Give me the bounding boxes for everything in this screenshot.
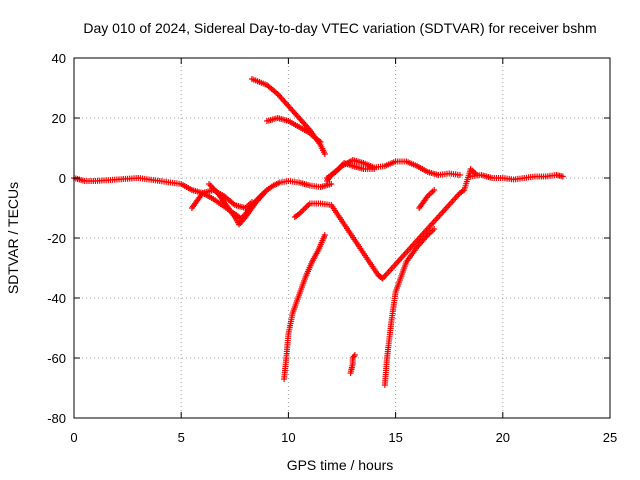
data-point: [328, 181, 335, 187]
data-point: [559, 173, 566, 180]
x-tick-label: 15: [388, 430, 402, 445]
data-point: [456, 172, 463, 178]
y-tick-label: -80: [47, 411, 66, 426]
data-point: [248, 199, 255, 205]
x-tick-label: 20: [496, 430, 510, 445]
y-tick-label: 40: [52, 51, 66, 66]
x-axis-label: GPS time / hours: [287, 457, 394, 473]
x-tick-label: 5: [178, 430, 185, 445]
chart-title: Day 010 of 2024, Sidereal Day-to-day VTE…: [83, 20, 596, 36]
data-point: [263, 187, 270, 193]
y-tick-label: -20: [47, 231, 66, 246]
y-tick-label: 0: [59, 171, 66, 186]
x-tick-label: 25: [603, 430, 617, 445]
y-tick-label: -40: [47, 291, 66, 306]
data-points: [71, 76, 566, 388]
data-point: [317, 139, 324, 145]
data-point: [431, 226, 438, 232]
y-axis-label: SDTVAR / TECUs: [5, 182, 21, 294]
axis-ticks: [73, 57, 611, 419]
y-tick-label: 20: [52, 111, 66, 126]
data-point: [371, 166, 378, 172]
x-tick-label: 10: [281, 430, 295, 445]
y-tick-label: -60: [47, 351, 66, 366]
data-point: [321, 151, 328, 157]
tick-labels: 0 5 10 15 20 25 -80 -60 -40 -20 0 20 40: [47, 51, 617, 445]
grid-lines: [74, 58, 610, 418]
data-point: [431, 187, 438, 193]
data-point: [351, 352, 358, 358]
x-tick-label: 0: [70, 430, 77, 445]
data-point: [321, 232, 328, 238]
